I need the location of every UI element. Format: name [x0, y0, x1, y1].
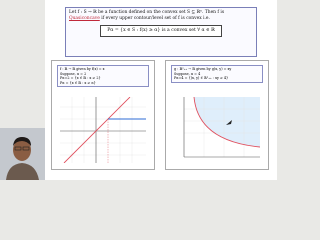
- line: f : ℝ → ℝ given by f(x) = x: [60, 67, 105, 71]
- presenter: [0, 128, 45, 180]
- presenter-video: [0, 128, 45, 180]
- panel-text: g : ℝ²₊₊ → ℝ given by g(x, y) = xy Suppo…: [171, 65, 263, 83]
- page: Let f : S → ℝ be a function defined on t…: [0, 0, 277, 180]
- definition-box: Let f : S → ℝ be a function defined on t…: [65, 7, 257, 57]
- line: g : ℝ²₊₊ → ℝ given by g(x, y) = xy: [174, 67, 232, 71]
- right-panel: g : ℝ²₊₊ → ℝ given by g(x, y) = xy Suppo…: [165, 60, 269, 170]
- line: Pα=2 = {x ∈ ℝ : x ≥ 2}: [60, 76, 101, 81]
- curve-graph: [183, 97, 260, 158]
- definition-text: Let f : S → ℝ be a function defined on t…: [69, 10, 225, 15]
- definition-text: if every upper contour/level set of f is…: [101, 16, 210, 21]
- line: Pα=4 = {(x, y) ∈ ℝ²₊₊ : xy ≥ 4}: [174, 76, 229, 81]
- line: Pα = {x ∈ ℝ : x ≥ α}: [60, 80, 96, 85]
- line: Suppose, α = 4: [174, 71, 201, 76]
- left-panel: f : ℝ → ℝ given by f(x) = x Suppose, α =…: [51, 60, 155, 170]
- term-link: Quasiconcave: [69, 16, 100, 21]
- panel-text: f : ℝ → ℝ given by f(x) = x Suppose, α =…: [57, 65, 149, 88]
- line: Suppose, α = 2: [60, 71, 87, 76]
- line-graph: [60, 97, 146, 163]
- slide: Let f : S → ℝ be a function defined on t…: [45, 0, 277, 180]
- formula: Pα = {x ∈ S : f(x) ≥ α} is a convex set …: [100, 25, 222, 37]
